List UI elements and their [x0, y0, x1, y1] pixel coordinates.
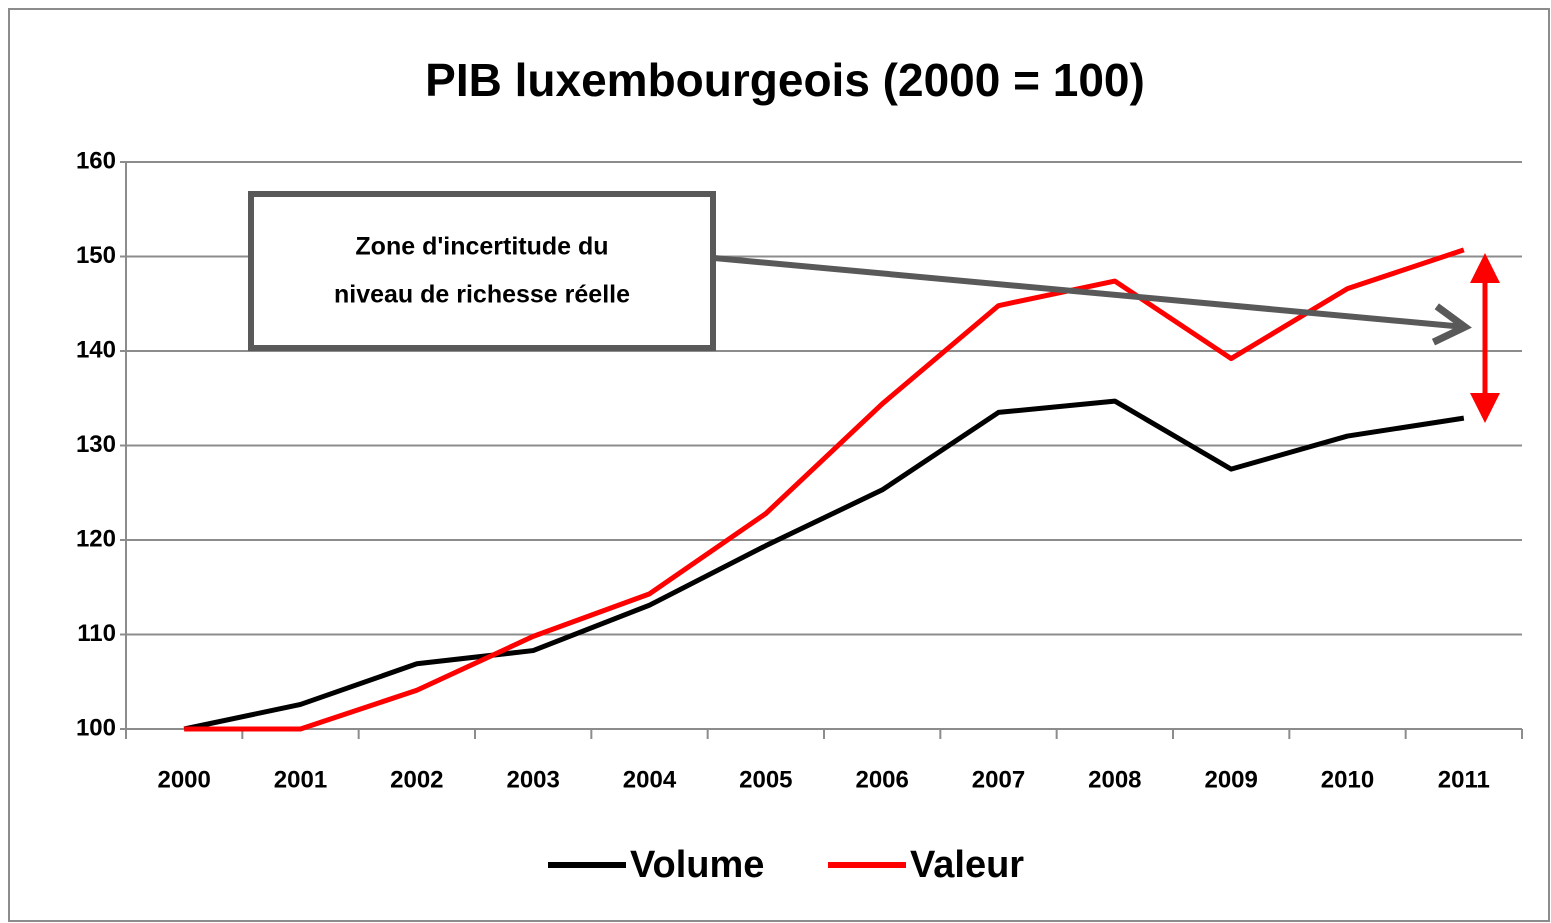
y-tick-label: 160 [76, 147, 116, 174]
y-tick-label: 140 [76, 336, 116, 363]
y-tick-label: 130 [76, 431, 116, 458]
y-tick-label: 110 [77, 620, 116, 647]
x-tick-label: 2007 [972, 766, 1025, 793]
chart-title: PIB luxembourgeois (2000 = 100) [425, 54, 1145, 106]
annotation-arrow [713, 255, 1472, 346]
series-line [183, 398, 1465, 732]
x-tick-label: 2010 [1321, 766, 1374, 793]
x-tick-label: 2011 [1438, 766, 1490, 793]
x-tick-label: 2004 [623, 766, 677, 793]
series-line [184, 247, 1465, 732]
y-tick-label: 120 [76, 525, 116, 552]
annotation-text: Zone d'incertitude du [355, 233, 608, 261]
x-tick-label: 2008 [1088, 766, 1141, 793]
x-tick-label: 2003 [506, 766, 559, 793]
x-tick-label: 2000 [157, 766, 210, 793]
legend-label: Volume [630, 844, 764, 886]
x-tick-label: 2005 [739, 766, 792, 793]
legend-label: Valeur [910, 844, 1024, 886]
y-tick-label: 150 [76, 242, 116, 269]
x-tick-label: 2002 [390, 766, 443, 793]
annotation-box [248, 191, 716, 351]
x-tick-label: 2006 [855, 766, 908, 793]
annotation-text: niveau de richesse réelle [334, 281, 630, 309]
y-tick-label: 100 [76, 714, 116, 741]
x-tick-label: 2009 [1204, 766, 1257, 793]
x-tick-label: 2001 [274, 766, 327, 793]
